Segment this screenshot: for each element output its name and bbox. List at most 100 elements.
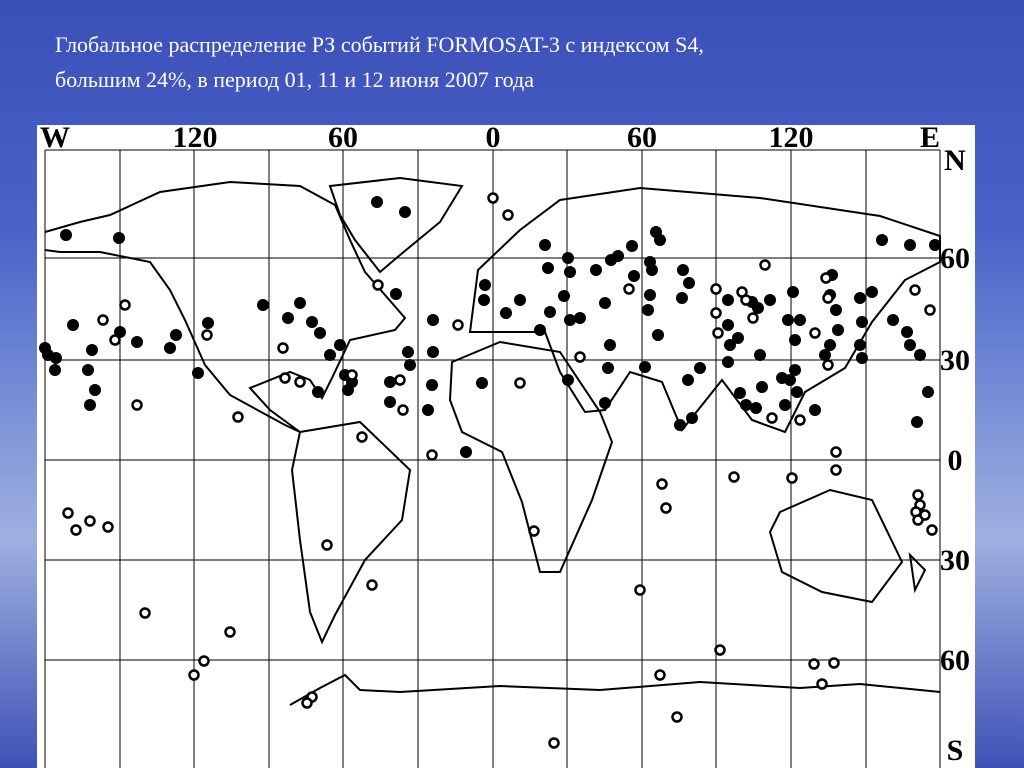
event-dot-open (924, 304, 936, 316)
event-dot-filled (384, 396, 396, 408)
event-dot-open (712, 327, 724, 339)
event-dot-filled (599, 297, 611, 309)
event-dot-filled (324, 349, 336, 361)
event-dot-filled (789, 334, 801, 346)
event-dot-filled (686, 412, 698, 424)
title-line: Глобальное распределение РЗ событий FORM… (55, 32, 704, 57)
event-dot-filled (740, 399, 752, 411)
event-dot-open (671, 711, 683, 723)
event-dot-open (786, 472, 798, 484)
latitude-label: 30 (940, 544, 970, 577)
event-dot-filled (642, 304, 654, 316)
event-dot-filled (534, 324, 546, 336)
event-dot-filled (854, 292, 866, 304)
event-dot-open (656, 478, 668, 490)
event-dot-filled (676, 292, 688, 304)
event-dot-filled (564, 314, 576, 326)
longitude-label: 60 (328, 121, 358, 154)
event-dot-filled (646, 264, 658, 276)
event-dot-open (232, 411, 244, 423)
event-dot-filled (476, 377, 488, 389)
event-dot-open (919, 509, 931, 521)
event-dot-open (926, 524, 938, 536)
event-dot-open (820, 272, 832, 284)
event-dot-filled (752, 302, 764, 314)
event-dot-open (747, 312, 759, 324)
event-dot-open (574, 351, 586, 363)
event-dot-filled (312, 386, 324, 398)
event-dot-filled (639, 361, 651, 373)
latitude-label: 60 (940, 644, 970, 677)
event-dot-filled (722, 294, 734, 306)
event-dot-open (321, 539, 333, 551)
event-dot-filled (722, 356, 734, 368)
event-dot-open (830, 464, 842, 476)
event-dot-open (426, 449, 438, 461)
event-dot-filled (754, 349, 766, 361)
title-line: большим 24%, в период 01, 11 и 12 июня 2… (55, 67, 534, 92)
event-dot-open (528, 525, 540, 537)
event-dot-filled (82, 364, 94, 376)
event-dot-filled (904, 239, 916, 251)
event-dot-open (277, 342, 289, 354)
event-dot-open (198, 655, 210, 667)
event-dot-filled (402, 346, 414, 358)
event-dot-filled (654, 234, 666, 246)
event-dot-filled (794, 314, 806, 326)
event-dot-open (62, 507, 74, 519)
event-dot-filled (542, 262, 554, 274)
event-dot-filled (86, 344, 98, 356)
event-dot-open (822, 359, 834, 371)
event-dot-open (201, 329, 213, 341)
event-dot-filled (558, 290, 570, 302)
event-dot-filled (426, 379, 438, 391)
event-dot-open (714, 644, 726, 656)
event-dot-open (301, 697, 313, 709)
latitude-label: N (944, 144, 966, 177)
event-dot-open (660, 502, 672, 514)
latitude-label: 0 (948, 444, 963, 477)
event-dot-open (139, 607, 151, 619)
event-dot-filled (854, 339, 866, 351)
event-dot-filled (677, 264, 689, 276)
latitude-label: S (947, 734, 964, 767)
event-dot-filled (789, 364, 801, 376)
event-dot-open (759, 259, 771, 271)
event-dot-open (397, 404, 409, 416)
event-dot-filled (170, 329, 182, 341)
event-dot-open (394, 374, 406, 386)
event-dot-filled (314, 327, 326, 339)
event-dot-open (514, 377, 526, 389)
event-dot-open (794, 414, 806, 426)
event-dot-open (710, 307, 722, 319)
longitude-label: 120 (769, 121, 814, 154)
event-dot-open (766, 412, 778, 424)
event-dot-open (346, 369, 358, 381)
event-dot-filled (67, 319, 79, 331)
event-dot-filled (929, 239, 941, 251)
event-dot-open (502, 209, 514, 221)
event-dot-filled (514, 294, 526, 306)
event-dot-open (97, 314, 109, 326)
event-dot-filled (282, 312, 294, 324)
event-dot-open (356, 431, 368, 443)
event-dot-filled (779, 399, 791, 411)
event-dot-filled (756, 381, 768, 393)
event-dot-filled (384, 376, 396, 388)
event-dot-filled (404, 359, 416, 371)
event-dot-open (372, 279, 384, 291)
event-dot-filled (202, 317, 214, 329)
event-dot-open (654, 669, 666, 681)
event-dot-open (808, 658, 820, 670)
event-dot-filled (832, 324, 844, 336)
event-dot-open (294, 376, 306, 388)
event-dot-filled (427, 346, 439, 358)
event-dot-filled (544, 306, 556, 318)
event-dot-filled (784, 374, 796, 386)
event-dot-open (728, 471, 740, 483)
latitude-label: 30 (940, 344, 970, 377)
event-dot-filled (164, 342, 176, 354)
event-dot-filled (460, 446, 472, 458)
